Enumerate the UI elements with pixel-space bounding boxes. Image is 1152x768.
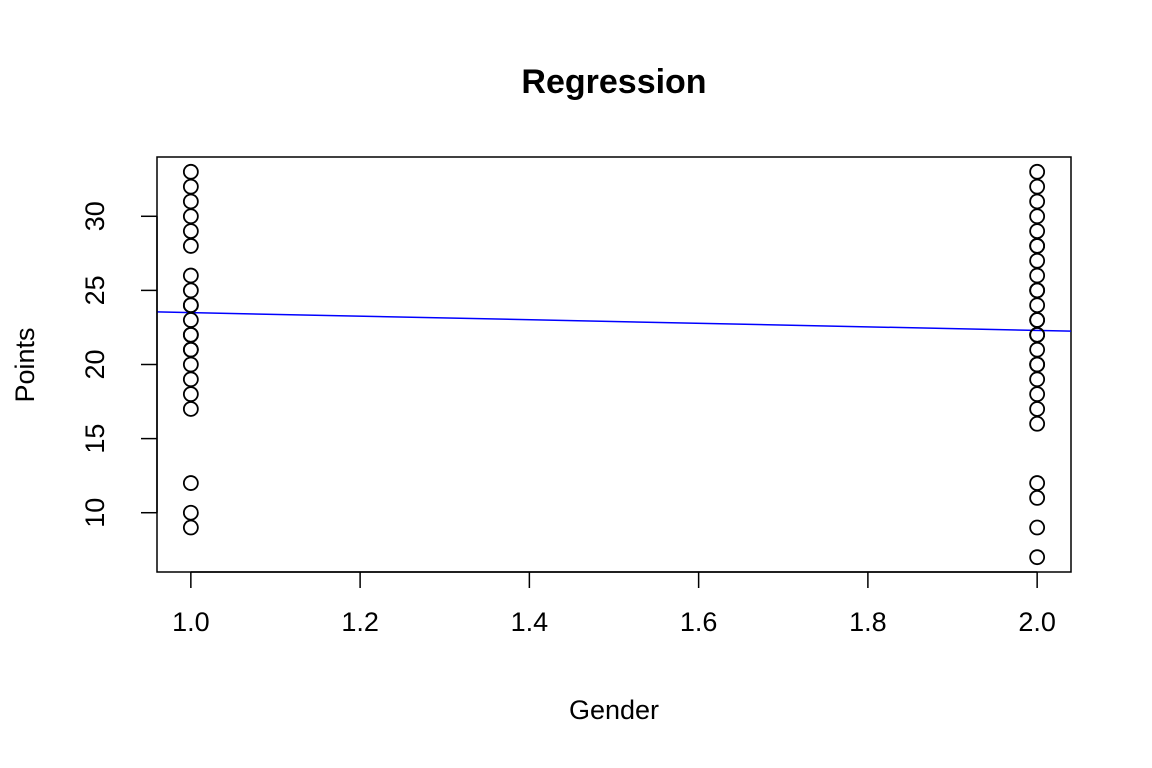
data-point: [182, 504, 199, 521]
data-point: [1029, 475, 1046, 491]
data-point: [182, 297, 199, 314]
data-point: [182, 371, 199, 388]
x-tick-label: 2.0: [1018, 607, 1056, 637]
data-point: [182, 326, 199, 343]
data-point: [1029, 415, 1046, 432]
data-point: [182, 223, 199, 240]
x-tick-label: 1.4: [511, 607, 549, 637]
data-point: [1029, 238, 1046, 254]
data-point: [1029, 549, 1046, 566]
chart-title: Regression: [521, 63, 706, 101]
data-point: [1029, 341, 1046, 358]
data-point: [182, 267, 199, 284]
data-point: [1029, 208, 1046, 225]
data-point: [182, 238, 199, 254]
y-tick-label: 30: [80, 201, 110, 231]
y-tick-label: 25: [80, 275, 110, 305]
data-point: [182, 341, 199, 358]
regression-line: [157, 311, 1071, 332]
y-tick-label: 20: [80, 349, 110, 379]
y-axis-title: Points: [10, 327, 40, 402]
data-point: [1029, 252, 1046, 269]
x-tick-label: 1.0: [172, 607, 210, 637]
data-point: [182, 178, 199, 195]
data-point: [182, 193, 199, 210]
data-point: [182, 519, 199, 536]
x-axis-title: Gender: [569, 695, 659, 725]
data-point: [1029, 163, 1046, 180]
y-tick-label: 10: [80, 498, 110, 528]
data-point: [182, 386, 199, 403]
plot-area: [156, 156, 1072, 573]
data-point: [1029, 193, 1046, 210]
data-point: [182, 208, 199, 225]
data-point: [182, 475, 199, 491]
data-point: [1029, 223, 1046, 240]
data-point: [1029, 519, 1046, 536]
data-point: [1029, 371, 1046, 388]
x-tick-label: 1.8: [849, 607, 887, 637]
data-point: [182, 312, 199, 328]
data-point: [1029, 178, 1046, 195]
data-point: [182, 282, 199, 299]
data-point: [182, 163, 199, 180]
data-point: [1029, 267, 1046, 284]
data-point: [1029, 401, 1046, 417]
y-tick-label: 15: [80, 424, 110, 454]
data-point: [1029, 282, 1046, 299]
data-point: [1029, 356, 1046, 373]
y-axis: 10 15 20 25 30: [80, 201, 158, 528]
data-point: [1029, 297, 1046, 314]
plot-frame: [156, 156, 1072, 573]
data-point: [1029, 326, 1046, 343]
data-point: [182, 356, 199, 373]
data-point: [182, 401, 199, 417]
data-point: [1029, 312, 1046, 328]
x-tick-label: 1.2: [341, 607, 379, 637]
x-tick-label: 1.6: [680, 607, 718, 637]
data-point: [1029, 386, 1046, 403]
x-axis: 1.0 1.2 1.4 1.6 1.8 2.0: [172, 571, 1056, 637]
data-point: [1029, 489, 1046, 506]
